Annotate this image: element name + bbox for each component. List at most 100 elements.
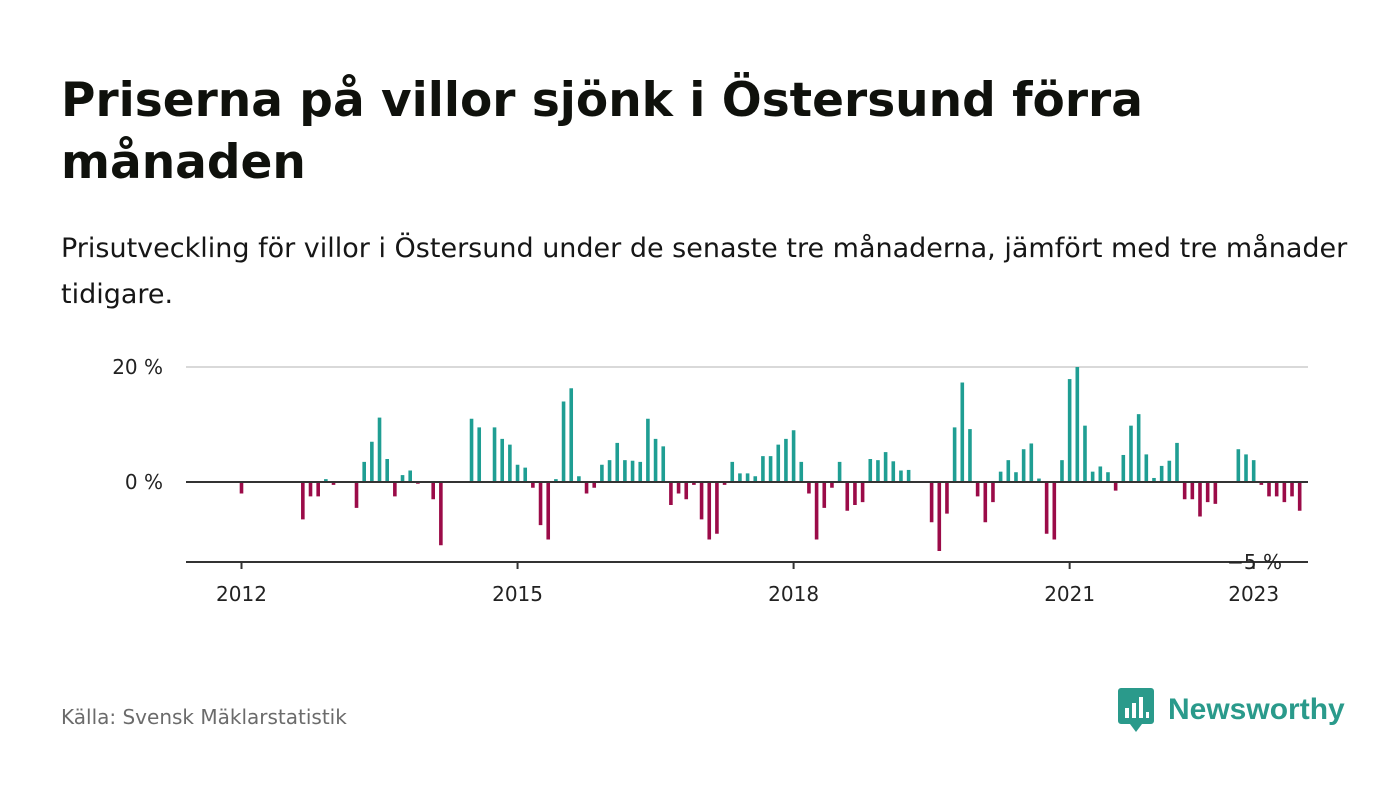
bar (876, 460, 880, 482)
x-tick-label: 2021 (1044, 582, 1095, 606)
bar (301, 482, 305, 520)
bar (492, 427, 497, 483)
chart-title: Priserna på villor sjönk i Östersund för… (61, 73, 1143, 190)
bar (1297, 482, 1302, 511)
bar (1236, 449, 1241, 482)
bar (1044, 482, 1049, 534)
x-tick-label: 2023 (1228, 582, 1279, 606)
bar (1090, 471, 1095, 482)
bar (822, 482, 827, 508)
bar (1205, 482, 1210, 503)
bar (477, 427, 482, 483)
bar (791, 430, 796, 482)
bar (722, 482, 727, 485)
bar (1037, 478, 1041, 482)
bar (531, 482, 535, 488)
x-tick-label: 2012 (216, 582, 267, 606)
bar (768, 456, 773, 483)
bar (592, 482, 597, 488)
bar (960, 382, 965, 482)
bar (523, 467, 528, 483)
bar (868, 459, 873, 482)
bar (1190, 482, 1195, 500)
bar (1129, 425, 1133, 482)
bar (853, 482, 857, 505)
bar (837, 461, 842, 483)
bar (830, 482, 834, 488)
bar (669, 482, 673, 505)
bar (738, 473, 742, 483)
bar (998, 471, 1003, 482)
brand-logo: Newsworthy (1118, 688, 1345, 732)
bar (646, 418, 650, 482)
bar (1006, 460, 1011, 482)
bar (316, 482, 320, 497)
bar (899, 470, 903, 482)
bar (761, 456, 765, 483)
bar (1106, 472, 1110, 482)
bar (891, 461, 896, 482)
bar (1167, 460, 1172, 482)
bar (554, 479, 558, 483)
bar (1136, 414, 1141, 482)
bar (324, 479, 328, 483)
bar (814, 482, 819, 540)
bar (1052, 482, 1057, 540)
bar (975, 482, 980, 497)
bar (692, 482, 696, 485)
bar (370, 441, 374, 482)
bar (799, 461, 804, 483)
bar (1213, 482, 1218, 504)
bar (1274, 482, 1279, 497)
bar (1021, 449, 1026, 482)
bar (607, 460, 612, 482)
newsworthy-logo-icon (1118, 688, 1154, 732)
bar (623, 460, 627, 482)
bar (945, 482, 949, 514)
bar (354, 482, 359, 508)
bar (546, 482, 551, 540)
bar (408, 470, 412, 482)
bar (239, 482, 244, 494)
y-tick-label: 0 % (125, 470, 163, 494)
bar (584, 482, 589, 494)
bar (1198, 482, 1202, 517)
bar (577, 476, 581, 482)
x-tick-label: 2018 (768, 582, 819, 606)
bar (1282, 482, 1287, 503)
bar (991, 482, 995, 503)
bar (883, 452, 888, 482)
bar (776, 444, 781, 483)
bar (500, 438, 505, 483)
bar (569, 388, 574, 482)
bar (1259, 482, 1264, 485)
bar (699, 482, 704, 520)
bar (860, 482, 865, 503)
bar (807, 482, 811, 494)
bar (1244, 454, 1248, 482)
bar (753, 476, 758, 482)
bar (653, 438, 658, 483)
bar (707, 482, 712, 540)
bar (331, 482, 336, 485)
bar (362, 461, 366, 483)
x-tick-label: 2015 (492, 582, 543, 606)
bar (308, 482, 313, 497)
bar (1144, 454, 1149, 482)
bar (929, 482, 934, 523)
bar (1113, 482, 1118, 491)
bar (431, 482, 435, 500)
bar (377, 417, 382, 482)
bar (730, 461, 735, 483)
bar (1083, 425, 1087, 482)
bar-chart: 0 % 20 % 2012 2015 2018 2021 2023 −5 % (112, 355, 1308, 606)
bar (983, 482, 988, 523)
source-note: Källa: Svensk Mäklarstatistik (61, 705, 347, 729)
bar (600, 464, 604, 482)
brand-name: Newsworthy (1168, 693, 1345, 726)
bar (1014, 472, 1018, 482)
bar (1267, 482, 1271, 497)
bar (1098, 466, 1103, 482)
chart-subtitle: Prisutveckling för villor i Östersund un… (61, 233, 1348, 310)
bar (784, 438, 788, 483)
